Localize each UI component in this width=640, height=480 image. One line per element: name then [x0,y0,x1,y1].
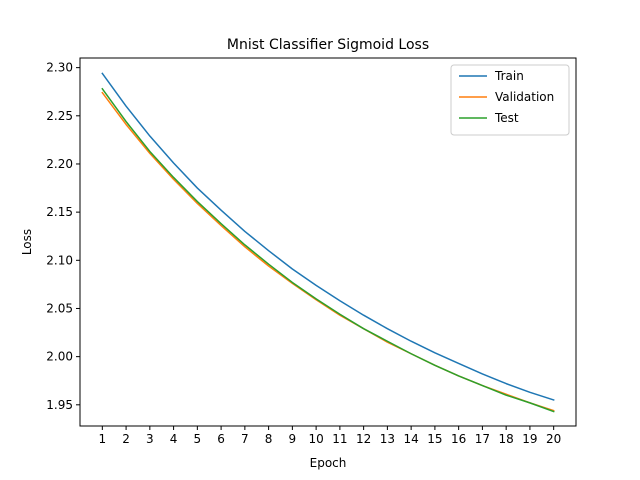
chart-title: Mnist Classifier Sigmoid Loss [227,37,429,53]
x-tick-label: 4 [170,432,178,446]
x-tick-label: 18 [499,432,514,446]
y-tick-label: 2.10 [46,253,73,267]
legend-label-validation: Validation [495,90,554,104]
x-tick-label: 16 [451,432,466,446]
x-axis-ticks: 1 2 3 4 5 6 7 8 9 10 11 12 13 14 15 16 17 18 19 20 [99,426,561,446]
series-lines [101,72,555,413]
x-tick-label: 8 [265,432,273,446]
x-tick-label: 19 [522,432,537,446]
x-tick-label: 13 [380,432,395,446]
y-axis-ticks: 1.95 2.00 2.05 2.10 2.15 2.20 2.25 2.30 [46,61,80,412]
y-tick-label: 2.15 [46,205,73,219]
y-tick-label: 2.30 [46,61,73,75]
y-tick-label: 2.00 [46,350,73,364]
x-tick-label: 9 [289,432,297,446]
plot-frame [79,57,577,427]
x-tick-label: 17 [475,432,490,446]
y-tick-label: 1.95 [46,398,73,412]
x-tick-label: 7 [241,432,249,446]
legend-label-train: Train [494,69,524,83]
x-tick-label: 5 [194,432,202,446]
series-line-train [101,72,555,401]
x-tick-label: 11 [332,432,347,446]
y-tick-label: 2.05 [46,301,73,315]
x-tick-label: 15 [427,432,442,446]
x-tick-label: 10 [308,432,323,446]
x-tick-label: 1 [99,432,107,446]
y-tick-label: 2.25 [46,109,73,123]
x-tick-label: 6 [217,432,225,446]
x-tick-label: 20 [546,432,561,446]
y-tick-label: 2.20 [46,157,73,171]
legend: Train Validation Test [450,64,570,136]
y-axis-label: Loss [20,229,34,255]
x-tick-label: 3 [146,432,154,446]
x-axis-label: Epoch [310,456,347,470]
series-line-test [101,87,555,413]
x-tick-label: 14 [404,432,419,446]
x-tick-label: 2 [122,432,130,446]
x-tick-label: 12 [356,432,371,446]
legend-label-test: Test [494,111,519,125]
